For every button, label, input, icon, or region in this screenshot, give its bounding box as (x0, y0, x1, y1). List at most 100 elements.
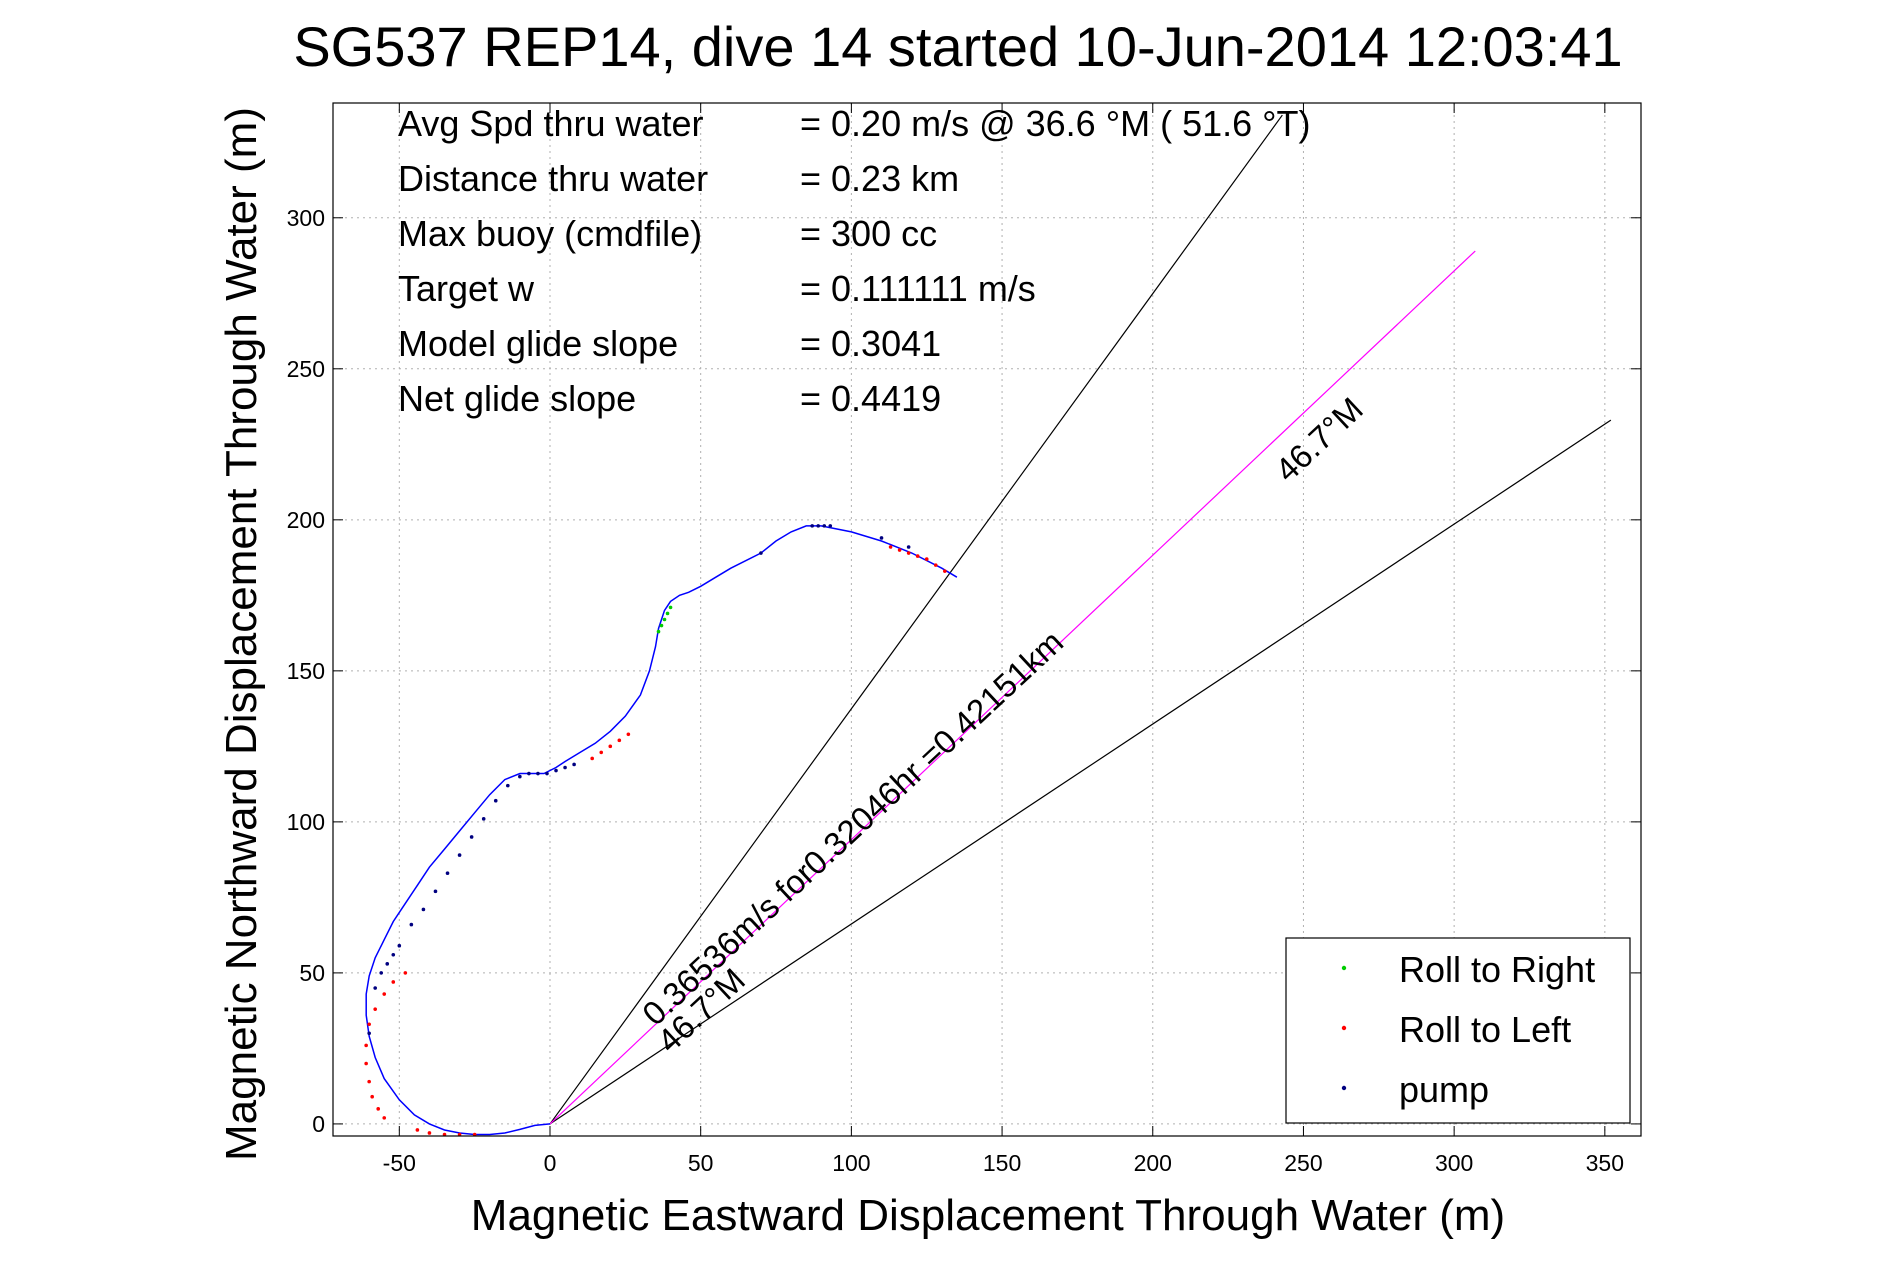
stat-label: Avg Spd thru water (398, 103, 704, 144)
stat-label: Distance thru water (398, 158, 708, 199)
heading-line (549, 114, 1283, 1125)
pump-point (385, 962, 390, 966)
pump-point (536, 771, 540, 776)
pump-point (469, 835, 474, 839)
pump-point (810, 524, 814, 528)
x-tick-label: 150 (983, 1150, 1021, 1176)
roll-left-point (608, 744, 613, 749)
roll-right-point (662, 617, 667, 622)
stat-value: = 300 cc (800, 213, 937, 254)
x-tick-label: 50 (688, 1150, 714, 1176)
stat-label: Model glide slope (398, 323, 678, 364)
roll-left-point (367, 1022, 371, 1027)
roll-left-point (364, 1061, 368, 1066)
y-tick-label: 50 (299, 960, 325, 986)
pump-point (554, 768, 558, 773)
roll-left-point (617, 738, 622, 743)
y-axis-label: Magnetic Northward Displacement Through … (217, 107, 266, 1161)
roll-left-point (370, 1094, 374, 1099)
roll-left-point (933, 563, 938, 567)
pump-point (816, 524, 821, 528)
pump-point (518, 774, 522, 779)
legend-label: Roll to Right (1399, 949, 1595, 990)
roll-left-point (888, 545, 893, 549)
x-tick-label: -50 (383, 1150, 416, 1176)
roll-left-point (943, 569, 947, 573)
roll-left-point (599, 750, 604, 755)
legend-marker (1341, 1085, 1347, 1091)
heading-line (549, 250, 1476, 1125)
pump-point (493, 798, 498, 803)
legend-label: pump (1399, 1069, 1489, 1110)
x-tick-label: 200 (1134, 1150, 1172, 1176)
pump-point (822, 524, 827, 528)
heading-line (549, 419, 1612, 1125)
roll-left-point (427, 1131, 432, 1135)
x-axis-label: Magnetic Eastward Displacement Through W… (471, 1191, 1505, 1240)
stat-value: = 0.111111 m/s (800, 268, 1036, 309)
y-tick-label: 0 (312, 1111, 325, 1137)
pump-point (379, 971, 384, 975)
y-tick-label: 150 (287, 658, 325, 684)
stat-label: Net glide slope (398, 378, 636, 419)
stat-label: Target w (398, 268, 535, 309)
pump-point (367, 1031, 371, 1036)
roll-left-point (367, 1079, 371, 1084)
roll-left-point (906, 551, 911, 555)
roll-left-point (442, 1132, 447, 1136)
legend-marker (1341, 1025, 1347, 1031)
roll-left-point (376, 1107, 381, 1111)
roll-left-point (391, 980, 396, 984)
pump-point (879, 536, 884, 540)
roll-right-point (668, 605, 673, 610)
roll-left-point (382, 1116, 387, 1120)
stat-value: = 0.3041 (800, 323, 941, 364)
stat-value: = 0.20 m/s @ 36.6 °M ( 51.6 °T) (800, 103, 1311, 144)
pump-point (445, 871, 450, 876)
y-tick-label: 250 (287, 356, 325, 382)
roll-left-point (373, 1007, 377, 1011)
roll-left-point (626, 732, 631, 737)
roll-right-point (656, 629, 661, 634)
pump-point (397, 943, 402, 948)
roll-left-point (924, 557, 929, 561)
pump-point (563, 765, 567, 770)
stat-value: = 0.4419 (800, 378, 941, 419)
roll-left-point (915, 554, 920, 558)
plot-frame (332, 102, 1642, 1137)
pump-point (828, 524, 833, 528)
roll-left-point (472, 1132, 477, 1136)
pump-point (421, 907, 426, 912)
roll-left-point (382, 992, 387, 996)
roll-left-point (403, 971, 408, 975)
x-tick-label: 100 (832, 1150, 870, 1176)
stat-value: = 0.23 km (800, 158, 959, 199)
chart-title: SG537 REP14, dive 14 started 10-Jun-2014… (293, 15, 1622, 78)
pump-point (527, 771, 531, 776)
plot-area: -50 0 50 100 150 200 250 300 350 0 50 100 150 200 250 3… (287, 102, 1642, 1176)
roll-left-point (897, 548, 902, 552)
pump-point (373, 986, 377, 990)
roll-left-point (590, 756, 594, 761)
pump-point (759, 551, 763, 555)
stat-label: Max buoy (cmdfile) (398, 213, 702, 254)
y-tick-label: 300 (287, 205, 325, 231)
x-tick-label: 0 (544, 1150, 557, 1176)
y-tick-label: 100 (287, 809, 325, 835)
pump-point (457, 853, 462, 857)
pump-point (572, 762, 576, 767)
pump-point (481, 817, 486, 821)
legend-label: Roll to Left (1399, 1009, 1571, 1050)
roll-right-point (665, 611, 670, 616)
x-tick-label: 350 (1586, 1150, 1624, 1176)
pump-point (545, 771, 549, 776)
x-tick-label: 300 (1435, 1150, 1473, 1176)
roll-left-point (415, 1128, 420, 1132)
pump-point (391, 952, 396, 957)
x-tick-label: 250 (1284, 1150, 1322, 1176)
roll-right-point (659, 623, 664, 628)
legend-marker (1341, 965, 1347, 971)
y-tick-label: 200 (287, 507, 325, 533)
